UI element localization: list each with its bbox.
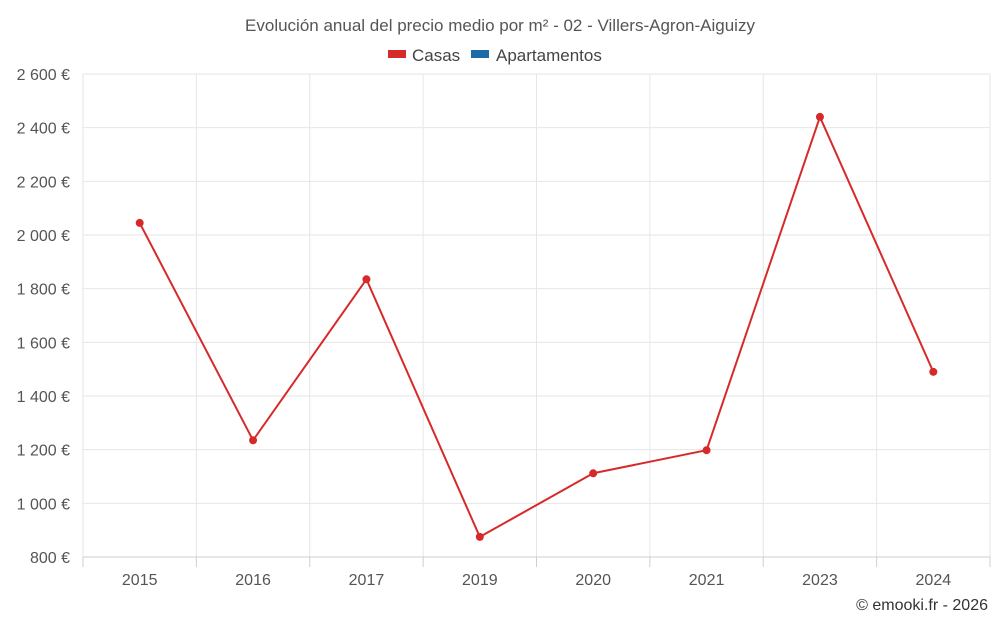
legend-swatch-casas xyxy=(388,50,406,58)
legend-label-casas: Casas xyxy=(412,46,460,65)
x-tick-label: 2017 xyxy=(349,572,385,589)
series-casas xyxy=(135,112,938,541)
x-tick-label: 2023 xyxy=(802,572,838,589)
data-point-casas[interactable] xyxy=(589,469,598,478)
y-tick-label: 1 000 € xyxy=(17,496,70,513)
y-tick-label: 1 600 € xyxy=(17,335,70,352)
data-point-casas[interactable] xyxy=(475,532,484,541)
y-tick-label: 2 600 € xyxy=(17,67,70,84)
x-tick-label: 2021 xyxy=(689,572,725,589)
legend-label-apartamentos: Apartamentos xyxy=(496,46,602,65)
x-axis-tick-labels: 2015 2016 2017 2019 2020 2021 2023 2024 xyxy=(122,572,951,589)
data-point-casas[interactable] xyxy=(929,367,938,376)
y-tick-label: 800 € xyxy=(30,550,70,567)
data-point-casas[interactable] xyxy=(249,436,258,445)
axes xyxy=(82,556,991,567)
y-axis-tick-labels: 800 € 1 000 € 1 200 € 1 400 € 1 600 € 1 800 €… xyxy=(17,67,70,567)
x-tick-label: 2024 xyxy=(916,572,952,589)
data-point-casas[interactable] xyxy=(362,275,371,284)
x-tick-label: 2020 xyxy=(575,572,611,589)
y-tick-label: 1 200 € xyxy=(17,443,70,460)
data-point-casas[interactable] xyxy=(135,218,144,227)
legend: Casas Apartamentos xyxy=(388,46,602,65)
series-line-casas xyxy=(138,115,935,538)
x-tick-label: 2016 xyxy=(235,572,271,589)
grid xyxy=(82,73,991,557)
legend-swatch-apartamentos xyxy=(471,50,489,58)
legend-item-casas[interactable]: Casas xyxy=(388,46,460,65)
data-point-casas[interactable] xyxy=(702,446,711,455)
x-tick-label: 2015 xyxy=(122,572,158,589)
y-tick-label: 2 200 € xyxy=(17,174,70,191)
y-tick-label: 1 800 € xyxy=(17,282,70,299)
data-point-casas[interactable] xyxy=(815,112,824,121)
y-tick-label: 2 400 € xyxy=(17,121,70,138)
chart-title: Evolución anual del precio medio por m² … xyxy=(245,16,755,35)
legend-item-apartamentos[interactable]: Apartamentos xyxy=(471,46,602,65)
x-tick-label: 2019 xyxy=(462,572,498,589)
y-tick-label: 1 400 € xyxy=(17,389,70,406)
credit-text: © emooki.fr - 2026 xyxy=(856,597,988,614)
y-tick-label: 2 000 € xyxy=(17,228,70,245)
